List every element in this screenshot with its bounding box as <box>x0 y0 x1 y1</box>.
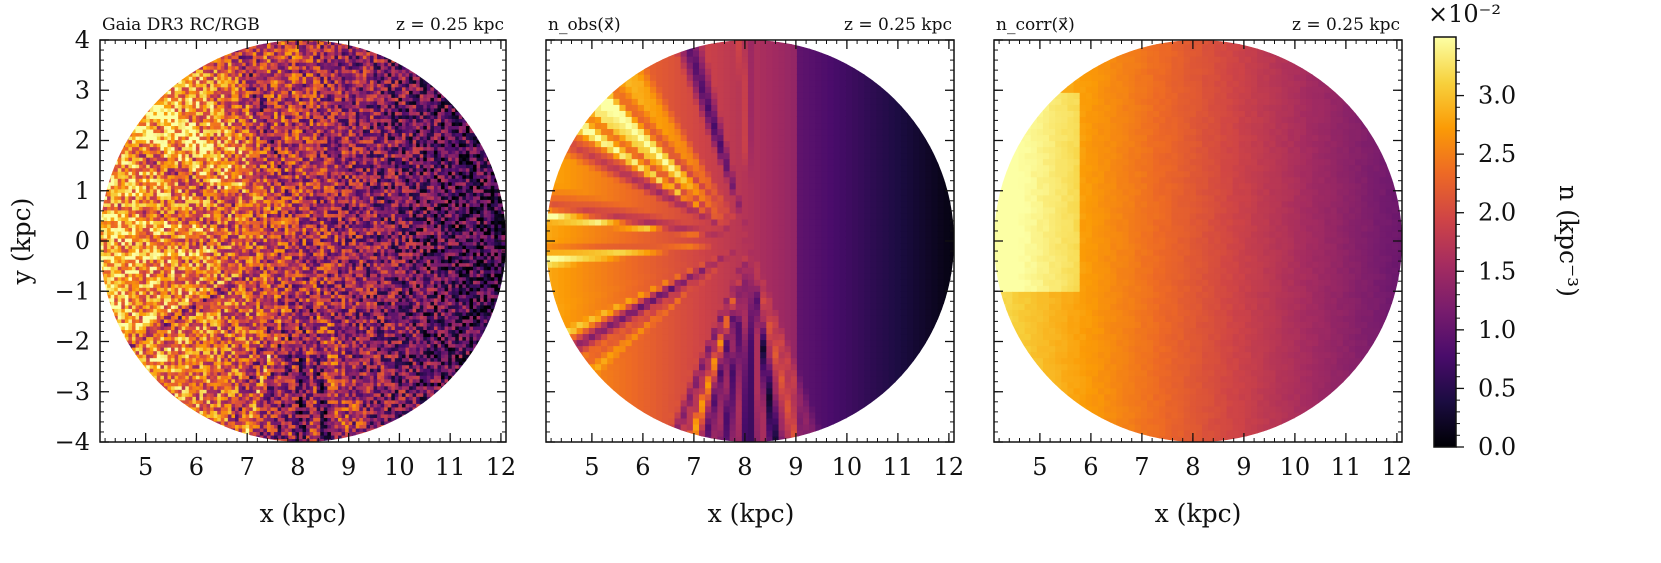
x-tick-label: 12 <box>486 453 517 481</box>
x-tick-label: 12 <box>1382 453 1413 481</box>
x-tick-label: 9 <box>1236 453 1251 481</box>
x-tick-label: 5 <box>1032 453 1047 481</box>
x-tick-label: 8 <box>737 453 752 481</box>
x-axis-label-1: x (kpc) <box>708 499 795 528</box>
colorbar-tick-label: 2.0 <box>1478 199 1516 227</box>
panel-title-left-2: n_corr(x⃗) <box>996 15 1075 35</box>
x-tick-label: 5 <box>138 453 153 481</box>
panel-title-left-0: Gaia DR3 RC/RGB <box>102 15 260 35</box>
x-tick-label: 8 <box>290 453 305 481</box>
x-tick-label: 7 <box>686 453 701 481</box>
panel-title-left-1: n_obs(x⃗) <box>548 15 621 35</box>
x-axis-label-2: x (kpc) <box>1155 499 1242 528</box>
density-map-2 <box>994 40 1402 442</box>
y-tick-label: 4 <box>75 26 90 54</box>
x-tick-label: 10 <box>1280 453 1311 481</box>
colorbar-tick-label: 3.0 <box>1478 82 1516 110</box>
colorbar-gradient <box>1433 36 1457 448</box>
y-tick-label: 2 <box>75 127 90 155</box>
y-tick-label: −1 <box>55 277 90 305</box>
y-tick-label: −4 <box>55 428 90 456</box>
colorbar-label: n (kpc⁻³) <box>1554 185 1583 297</box>
x-tick-label: 7 <box>1134 453 1149 481</box>
colorbar-tick-label: 0.0 <box>1478 433 1516 461</box>
x-tick-label: 6 <box>1083 453 1098 481</box>
x-tick-label: 11 <box>1331 453 1362 481</box>
colorbar-tick-label: 1.0 <box>1478 316 1516 344</box>
x-tick-label: 6 <box>189 453 204 481</box>
panel-n-obs: 5 6 7 8 9 10 11 12 <box>545 39 965 481</box>
panel-title-right-1: z = 0.25 kpc <box>844 15 952 35</box>
panel-title-right-2: z = 0.25 kpc <box>1292 15 1400 35</box>
y-tick-label: 0 <box>75 227 90 255</box>
x-tick-label: 10 <box>832 453 863 481</box>
colorbar-tick-label: 2.5 <box>1478 140 1516 168</box>
panel-n-corr: 5 6 7 8 9 10 11 12 <box>993 39 1413 481</box>
x-tick-label: 12 <box>934 453 965 481</box>
x-tick-label: 11 <box>435 453 466 481</box>
x-tick-label: 5 <box>584 453 599 481</box>
x-tick-label: 6 <box>635 453 650 481</box>
y-tick-label: −3 <box>55 378 90 406</box>
colorbar: 0.0 0.5 1.0 1.5 2.0 2.5 3.0 <box>1433 36 1516 461</box>
colorbar-tick-label: 0.5 <box>1478 374 1516 402</box>
panel-title-right-0: z = 0.25 kpc <box>396 15 504 35</box>
colorbar-scale-factor: ×10⁻² <box>1428 0 1501 28</box>
y-tick-label: −2 <box>55 328 90 356</box>
x-tick-label: 9 <box>341 453 356 481</box>
y-tick-label: 3 <box>75 76 90 104</box>
x-axis-label-0: x (kpc) <box>260 499 347 528</box>
x-tick-label: 9 <box>788 453 803 481</box>
y-tick-label: 1 <box>75 177 90 205</box>
y-axis-label: y (kpc) <box>7 198 36 286</box>
colorbar-tick-label: 1.5 <box>1478 257 1516 285</box>
x-tick-label: 7 <box>240 453 255 481</box>
x-tick-label: 11 <box>883 453 914 481</box>
x-tick-label: 8 <box>1185 453 1200 481</box>
x-tick-label: 10 <box>384 453 415 481</box>
density-map-0 <box>100 40 506 442</box>
density-map-1 <box>546 40 954 442</box>
